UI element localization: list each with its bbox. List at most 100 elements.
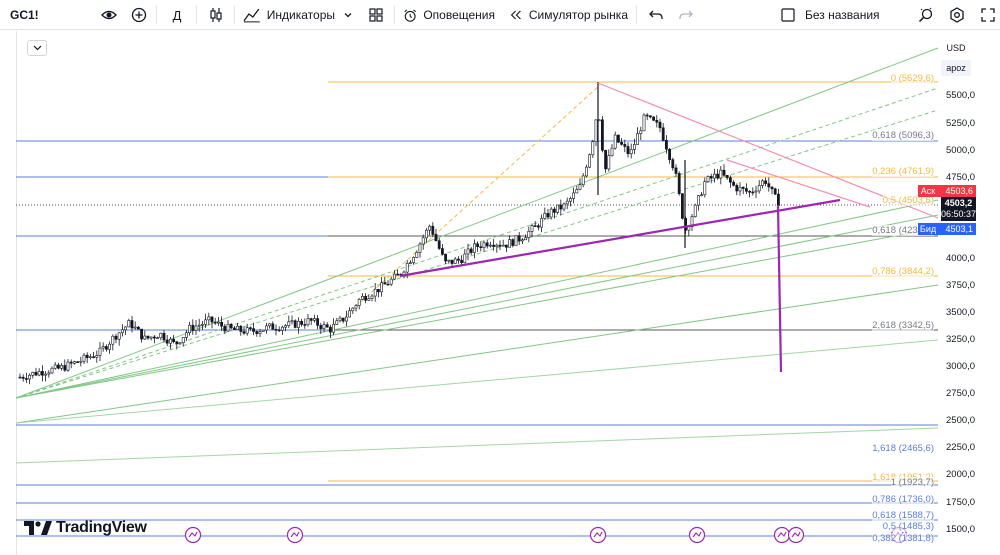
scale-mode-button[interactable]: apoz bbox=[941, 60, 971, 76]
toolbar-divider bbox=[196, 6, 197, 24]
candle-body bbox=[348, 310, 352, 318]
candle-body bbox=[655, 120, 659, 123]
candle-body bbox=[364, 295, 368, 301]
layout-checkbox-icon bbox=[781, 8, 795, 22]
indicators-button[interactable]: Индикаторы bbox=[243, 0, 335, 30]
event-marker-icon[interactable] bbox=[773, 526, 791, 544]
candle-body bbox=[546, 213, 550, 218]
chart-pane[interactable] bbox=[16, 31, 1000, 555]
chart-type-button[interactable] bbox=[205, 0, 227, 30]
tradingview-logo[interactable]: TradingView bbox=[24, 519, 147, 537]
event-marker-icon[interactable] bbox=[787, 526, 805, 544]
replay-button[interactable]: Симулятор рынка bbox=[510, 0, 628, 30]
top-toolbar: GC1! Д Индикаторы bbox=[0, 0, 1000, 30]
currency-selector[interactable]: USD bbox=[941, 39, 971, 57]
wedge-inner-line[interactable] bbox=[726, 159, 871, 208]
candle-body bbox=[277, 329, 281, 332]
candle-body bbox=[556, 204, 560, 213]
price-tick-label: 3250,0 bbox=[946, 334, 975, 345]
fibonacci-levels bbox=[16, 81, 938, 537]
event-markers[interactable] bbox=[184, 526, 908, 544]
candle-body bbox=[236, 325, 240, 330]
fullscreen-button[interactable] bbox=[976, 0, 1000, 30]
add-symbol-button[interactable] bbox=[128, 0, 150, 30]
candle-body bbox=[73, 361, 76, 364]
gear-hexagon-icon bbox=[950, 7, 964, 23]
event-marker-icon[interactable] bbox=[589, 526, 607, 544]
candle-body bbox=[37, 371, 41, 376]
fib-level-label: 0,618 (1588,7) bbox=[872, 510, 934, 521]
candle-body bbox=[751, 191, 755, 194]
redo-button[interactable] bbox=[675, 0, 697, 30]
settings-button[interactable] bbox=[945, 0, 969, 30]
candle-body bbox=[412, 257, 416, 263]
candle-body bbox=[696, 195, 700, 206]
ask-value: 4503,6 bbox=[945, 186, 973, 196]
candle-body bbox=[264, 325, 268, 331]
candle-body bbox=[748, 191, 752, 193]
ask-label: Аск bbox=[920, 186, 936, 196]
event-marker-icon[interactable] bbox=[688, 526, 706, 544]
event-marker-icon[interactable] bbox=[184, 526, 202, 544]
symbol-search-button[interactable]: GC1! bbox=[10, 0, 70, 30]
interval-button[interactable]: Д bbox=[166, 0, 188, 30]
alerts-button[interactable]: Оповещения bbox=[403, 0, 495, 30]
support-trend-line[interactable] bbox=[399, 198, 841, 278]
toolbar-divider bbox=[394, 6, 395, 24]
candle-body bbox=[460, 259, 464, 264]
candle-body bbox=[319, 325, 323, 329]
candle-body bbox=[540, 218, 544, 228]
price-axis[interactable]: 5500,0 5250,0 5000,0 4750,0 4000,0 3750,0 3500… bbox=[946, 90, 975, 535]
candle-body bbox=[396, 273, 400, 276]
tradingview-logo-text: TradingView bbox=[56, 519, 147, 536]
candle-body bbox=[373, 288, 377, 297]
candle-body bbox=[591, 141, 595, 156]
candle-body bbox=[732, 181, 736, 186]
candle-body bbox=[488, 244, 492, 247]
quick-search-button[interactable] bbox=[914, 0, 938, 30]
candle-body bbox=[677, 173, 681, 195]
candle-body bbox=[280, 326, 284, 331]
fib-level-label: 0,618 (5096,3) bbox=[872, 130, 934, 141]
candle-body bbox=[213, 321, 217, 324]
price-tick-label: 5250,0 bbox=[946, 118, 975, 129]
candle-body bbox=[82, 354, 86, 362]
candle-body bbox=[121, 329, 124, 334]
candle-body bbox=[220, 321, 224, 327]
candle-body bbox=[671, 159, 675, 169]
candle-body bbox=[204, 319, 208, 325]
bid-value: 4503,1 bbox=[945, 224, 973, 234]
magic-search-icon bbox=[918, 7, 933, 23]
target-projection-line[interactable] bbox=[776, 204, 783, 373]
candle-body bbox=[40, 371, 44, 376]
toolbar-divider bbox=[156, 6, 157, 24]
fan-line bbox=[15, 214, 939, 399]
candle-body bbox=[767, 183, 771, 188]
wedge-upper-line[interactable] bbox=[597, 82, 939, 219]
fan-line bbox=[15, 87, 939, 399]
candle-body bbox=[268, 323, 272, 327]
candle-body bbox=[626, 146, 630, 155]
indicators-dropdown-button[interactable] bbox=[341, 0, 355, 30]
candle-body bbox=[293, 320, 297, 328]
undo-icon bbox=[649, 10, 663, 19]
event-marker-icon[interactable] bbox=[286, 526, 304, 544]
collapse-legend-button[interactable] bbox=[27, 40, 47, 56]
candle-body bbox=[223, 325, 227, 332]
layout-name-button[interactable]: Без названия bbox=[781, 0, 891, 30]
candle-body bbox=[450, 259, 454, 264]
candle-body bbox=[722, 169, 726, 176]
candle-body bbox=[498, 244, 502, 247]
candle-body bbox=[34, 371, 38, 376]
candle-body bbox=[249, 327, 252, 329]
candle-body bbox=[360, 295, 364, 300]
candle-body bbox=[296, 320, 300, 328]
candle-body bbox=[453, 258, 457, 264]
trend-drawings[interactable] bbox=[399, 82, 939, 373]
layouts-button[interactable] bbox=[365, 0, 387, 30]
candle-body bbox=[341, 317, 345, 322]
compare-symbol-button[interactable] bbox=[98, 0, 120, 30]
undo-button[interactable] bbox=[645, 0, 667, 30]
candle-body bbox=[728, 177, 732, 183]
